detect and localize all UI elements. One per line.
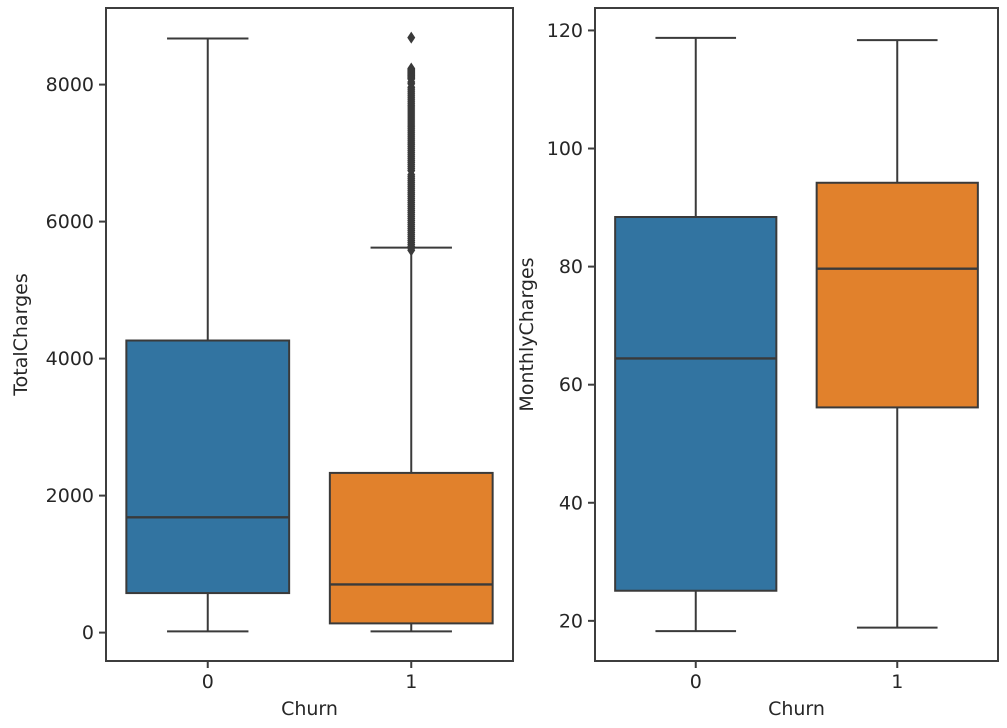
y-tick-label: 2000 xyxy=(46,485,94,507)
monthlycharges-ylabel: MonthlyCharges xyxy=(516,257,538,411)
axes-frame xyxy=(105,7,514,662)
y-tick-label: 60 xyxy=(559,374,583,396)
y-tick-label: 100 xyxy=(547,138,583,160)
x-tick-label: 1 xyxy=(891,671,903,693)
outlier-diamond xyxy=(407,31,416,44)
y-tick-label: 40 xyxy=(559,492,583,514)
monthlycharges-xlabel: Churn xyxy=(768,698,825,720)
y-tick-label: 80 xyxy=(559,256,583,278)
outlier-diamond xyxy=(407,244,416,257)
monthlycharges-axes: 20 40 60 80 100 120 0 1 xyxy=(547,7,999,693)
y-tick-label: 20 xyxy=(559,610,583,632)
totalcharges-axes: 0 2000 4000 6000 8000 0 1 xyxy=(46,7,514,693)
y-tick-label: 120 xyxy=(547,20,583,42)
axes-frame xyxy=(594,7,999,662)
box-churn-1 xyxy=(815,181,979,409)
x-tick-label: 1 xyxy=(405,671,417,693)
x-tick-label: 0 xyxy=(202,671,214,693)
totalcharges-xlabel: Churn xyxy=(281,698,338,720)
x-tick-label: 0 xyxy=(690,671,702,693)
y-tick-label: 8000 xyxy=(46,74,94,96)
box-churn-0 xyxy=(125,339,291,595)
y-tick-label: 0 xyxy=(82,622,94,644)
y-tick-label: 6000 xyxy=(46,211,94,233)
box-churn-0 xyxy=(614,216,778,592)
totalcharges-ylabel: TotalCharges xyxy=(10,273,32,396)
y-tick-label: 4000 xyxy=(46,348,94,370)
box-churn-1 xyxy=(328,471,494,625)
